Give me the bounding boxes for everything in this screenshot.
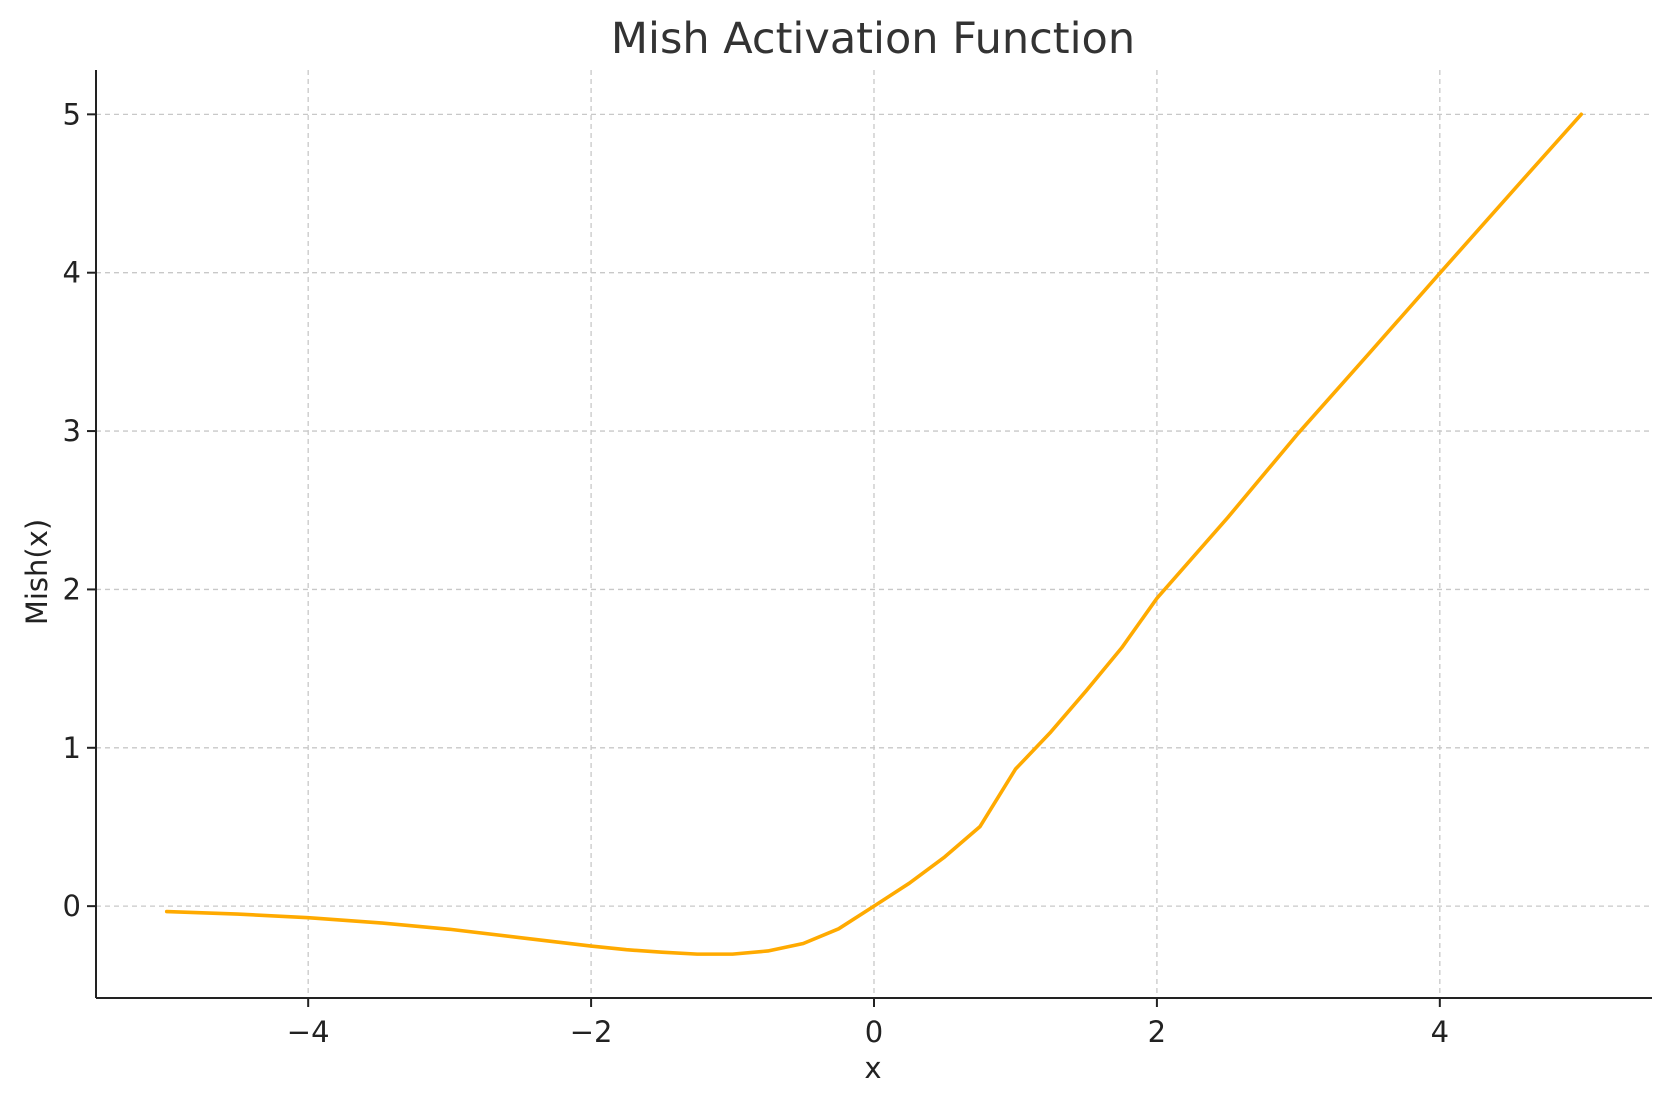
y-tick-label: 4	[63, 256, 81, 290]
x-tick-label: 2	[1148, 1015, 1166, 1049]
x-axis-label: x	[864, 1051, 881, 1085]
y-tick-label: 2	[63, 572, 81, 606]
y-tick-label: 0	[63, 889, 81, 923]
y-tick-label: 5	[63, 97, 81, 131]
y-axis-label: Mish(x)	[20, 519, 54, 625]
series-layer	[164, 112, 1584, 956]
series-line	[164, 112, 1584, 956]
x-tick-label: −4	[287, 1015, 330, 1049]
x-axis-ticks: −4 −2 0 2 4	[287, 998, 1449, 1049]
x-tick-label: 0	[865, 1015, 883, 1049]
x-tick-label: 4	[1431, 1015, 1449, 1049]
y-tick-label: 3	[63, 414, 81, 448]
y-axis-ticks: 0 1 2 3 4 5	[63, 97, 96, 923]
chart-title: Mish Activation Function	[611, 14, 1135, 64]
x-tick-label: −2	[570, 1015, 613, 1049]
grid	[96, 70, 1652, 998]
y-tick-label: 1	[63, 731, 81, 765]
